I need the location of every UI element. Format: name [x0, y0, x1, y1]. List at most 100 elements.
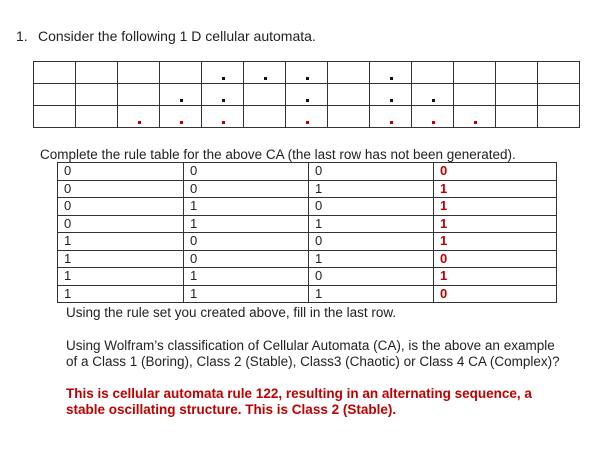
ca-cell	[117, 105, 160, 128]
ca-cell	[327, 83, 370, 106]
rule-output-cell: 1	[433, 197, 557, 216]
ca-cell	[537, 83, 580, 106]
ca-cell	[159, 61, 202, 84]
rule-input-cell: 1	[57, 284, 184, 303]
rule-input-cell: 0	[183, 179, 309, 198]
rule-input-cell: 0	[308, 267, 434, 286]
question-heading: 1. Consider the following 1 D cellular au…	[16, 28, 316, 44]
rule-input-cell: 1	[183, 284, 309, 303]
rule-input-cell: 1	[308, 284, 434, 303]
ca-cell	[243, 61, 286, 84]
rule-input-cell: 1	[308, 214, 434, 233]
live-cell-dot	[389, 99, 393, 102]
rule-input-cell: 1	[308, 249, 434, 268]
live-cell-dot	[431, 121, 435, 124]
live-cell-dot	[221, 99, 225, 102]
ca-cell	[327, 61, 370, 84]
ca-cell	[201, 61, 244, 84]
ca-cell	[285, 83, 328, 106]
rule-input-cell: 1	[57, 267, 184, 286]
ca-cell	[495, 105, 538, 128]
rule-input-cell: 0	[57, 162, 184, 181]
rule-input-cell: 1	[183, 267, 309, 286]
live-cell-dot	[305, 99, 309, 102]
ca-cell	[117, 83, 160, 106]
classification-question: Using Wolfram’s classification of Cellul…	[66, 338, 560, 369]
rule-output-cell: 1	[433, 179, 557, 198]
ca-cell	[243, 105, 286, 128]
live-cell-dot	[263, 77, 267, 80]
ca-cell	[159, 83, 202, 106]
live-cell-dot	[221, 77, 225, 80]
ca-cell	[369, 61, 412, 84]
live-cell-dot	[473, 121, 477, 124]
rule-input-cell: 0	[183, 162, 309, 181]
live-cell-dot	[389, 77, 393, 80]
rule-input-cell: 0	[308, 162, 434, 181]
ca-cell	[537, 61, 580, 84]
ca-cell	[75, 83, 118, 106]
ca-grid	[33, 61, 580, 128]
rule-input-cell: 0	[308, 232, 434, 251]
question-number: 1.	[16, 28, 28, 44]
live-cell-dot	[305, 77, 309, 80]
live-cell-dot	[137, 121, 141, 124]
fill-instruction: Using the rule set you created above, fi…	[66, 305, 397, 320]
ca-cell	[537, 105, 580, 128]
rule-input-cell: 0	[57, 197, 184, 216]
live-cell-dot	[179, 121, 183, 124]
live-cell-dot	[389, 121, 393, 124]
ca-cell	[369, 105, 412, 128]
rule-input-cell: 0	[57, 179, 184, 198]
rule-input-cell: 0	[183, 249, 309, 268]
ca-cell	[75, 105, 118, 128]
rule-input-cell: 1	[183, 197, 309, 216]
ca-grid-row	[33, 83, 580, 106]
ca-cell	[495, 83, 538, 106]
rule-table-instruction: Complete the rule table for the above CA…	[40, 147, 516, 162]
rule-input-cell: 1	[308, 179, 434, 198]
ca-cell	[327, 105, 370, 128]
rule-input-cell: 0	[183, 232, 309, 251]
live-cell-dot	[179, 99, 183, 102]
rule-input-cell: 0	[57, 214, 184, 233]
ca-cell	[33, 105, 76, 128]
ca-cell	[453, 61, 496, 84]
live-cell-dot	[221, 121, 225, 124]
rule-output-cell: 1	[433, 232, 557, 251]
ca-cell	[33, 61, 76, 84]
ca-cell	[243, 83, 286, 106]
live-cell-dot	[431, 99, 435, 102]
ca-grid-row	[33, 105, 580, 128]
ca-cell	[201, 105, 244, 128]
ca-cell	[453, 83, 496, 106]
ca-cell	[159, 105, 202, 128]
ca-cell	[453, 105, 496, 128]
rule-input-cell: 1	[57, 249, 184, 268]
ca-cell	[285, 105, 328, 128]
ca-cell	[411, 105, 454, 128]
ca-cell	[285, 61, 328, 84]
rule-input-cell: 0	[308, 197, 434, 216]
live-cell-dot	[305, 121, 309, 124]
ca-cell	[201, 83, 244, 106]
ca-cell	[495, 61, 538, 84]
rule-input-cell: 1	[57, 232, 184, 251]
ca-cell	[75, 61, 118, 84]
answer-text: This is cellular automata rule 122, resu…	[66, 386, 532, 417]
rule-output-cell: 0	[433, 249, 557, 268]
question-text: Consider the following 1 D cellular auto…	[38, 28, 316, 44]
ca-cell	[117, 61, 160, 84]
rule-output-cell: 1	[433, 267, 557, 286]
rule-output-cell: 1	[433, 214, 557, 233]
rule-output-cell: 0	[433, 284, 557, 303]
rule-input-cell: 1	[183, 214, 309, 233]
